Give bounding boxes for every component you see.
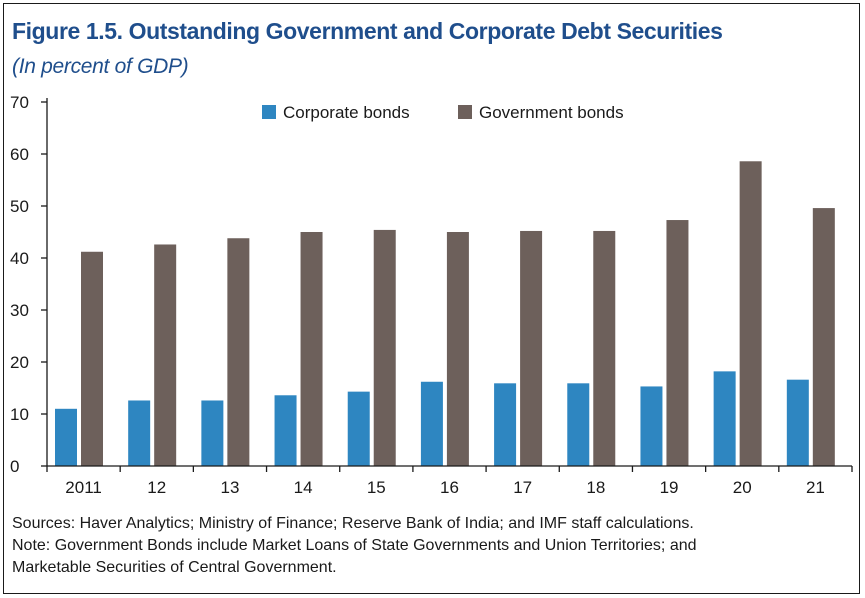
government-bar-14 xyxy=(300,232,323,466)
y-tick-label-20: 20 xyxy=(10,353,29,372)
corporate-bar-16 xyxy=(420,381,443,466)
legend-label-government: Government bonds xyxy=(479,103,624,122)
chart-subtitle: (In percent of GDP) xyxy=(12,55,189,78)
y-tick-label-50: 50 xyxy=(10,197,29,216)
x-tick-label-15: 15 xyxy=(367,478,386,497)
sources-note: Sources: Haver Analytics; Ministry of Fi… xyxy=(12,515,694,532)
corporate-bar-15 xyxy=(347,391,370,466)
government-bar-18 xyxy=(593,230,616,466)
x-tick-label-21: 21 xyxy=(806,478,825,497)
y-tick-label-0: 0 xyxy=(10,457,19,476)
x-tick-label-14: 14 xyxy=(294,478,313,497)
legend: Corporate bonds Government bonds xyxy=(262,103,624,122)
legend-label-corporate: Corporate bonds xyxy=(283,103,410,122)
government-bar-12 xyxy=(154,244,177,466)
y-tick-label-40: 40 xyxy=(10,249,29,268)
government-bar-21 xyxy=(812,208,835,466)
government-bar-16 xyxy=(446,232,469,466)
government-bar-19 xyxy=(666,220,689,466)
government-bar-20 xyxy=(739,161,762,466)
bars-group xyxy=(55,161,835,466)
government-bar-13 xyxy=(227,238,250,466)
x-tick-label-13: 13 xyxy=(220,478,239,497)
corporate-bar-20 xyxy=(713,371,736,466)
corporate-bar-19 xyxy=(640,386,663,466)
corporate-bar-13 xyxy=(201,400,224,466)
note-line-1: Note: Government Bonds include Market Lo… xyxy=(12,537,697,554)
government-bar-17 xyxy=(520,230,543,466)
x-tick-label-17: 17 xyxy=(513,478,532,497)
corporate-bar-17 xyxy=(494,383,517,466)
legend-swatch-government xyxy=(458,105,472,119)
y-tick-label-10: 10 xyxy=(10,405,29,424)
corporate-bar-18 xyxy=(567,383,590,466)
corporate-bar-2011 xyxy=(55,408,77,466)
x-tick-label-2011: 2011 xyxy=(65,478,102,497)
footnotes: Sources: Haver Analytics; Ministry of Fi… xyxy=(12,513,852,579)
legend-swatch-corporate xyxy=(262,105,276,119)
y-tick-label-60: 60 xyxy=(10,145,29,164)
y-tick-label-70: 70 xyxy=(10,93,29,112)
corporate-bar-21 xyxy=(786,379,809,466)
x-tick-label-20: 20 xyxy=(733,478,752,497)
note-line-2: Marketable Securities of Central Governm… xyxy=(12,559,337,576)
axes-group: 0 10 20 30 40 50 60 70 2011 12 13 14 15 16 17 18 19 20 21 xyxy=(10,93,853,497)
y-tick-label-30: 30 xyxy=(10,301,29,320)
x-tick-label-12: 12 xyxy=(147,478,166,497)
x-tick-label-19: 19 xyxy=(660,478,679,497)
government-bar-2011 xyxy=(81,251,103,466)
corporate-bar-12 xyxy=(128,400,151,466)
chart-title: Figure 1.5. Outstanding Government and C… xyxy=(12,18,723,44)
corporate-bar-14 xyxy=(274,395,297,466)
x-tick-label-16: 16 xyxy=(440,478,459,497)
figure-frame: Figure 1.5. Outstanding Government and C… xyxy=(3,3,860,594)
government-bar-15 xyxy=(373,229,396,466)
x-tick-label-18: 18 xyxy=(586,478,605,497)
